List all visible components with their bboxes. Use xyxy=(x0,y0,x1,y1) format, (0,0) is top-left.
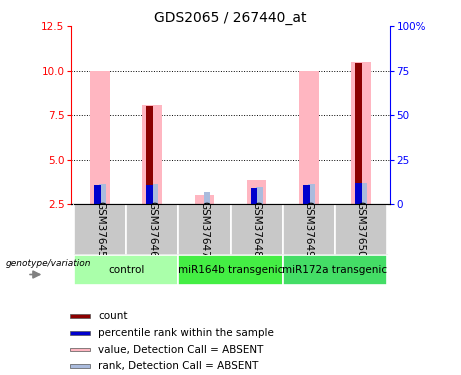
Text: GSM37647: GSM37647 xyxy=(200,201,209,258)
Bar xyxy=(70,348,90,351)
Bar xyxy=(152,184,158,204)
Bar xyxy=(70,331,90,335)
Text: GSM37645: GSM37645 xyxy=(95,201,105,258)
Text: percentile rank within the sample: percentile rank within the sample xyxy=(98,328,274,338)
Bar xyxy=(100,184,106,204)
Bar xyxy=(204,192,210,204)
Bar xyxy=(146,185,153,204)
Text: control: control xyxy=(108,265,144,275)
Bar xyxy=(360,183,367,204)
Text: GSM37646: GSM37646 xyxy=(147,201,157,258)
Bar xyxy=(355,63,361,204)
Text: miR172a transgenic: miR172a transgenic xyxy=(282,265,387,275)
Bar xyxy=(283,255,387,285)
Text: GSM37649: GSM37649 xyxy=(304,201,314,258)
Text: miR164b transgenic: miR164b transgenic xyxy=(178,265,283,275)
Bar xyxy=(308,184,315,204)
Bar xyxy=(335,204,387,255)
Bar xyxy=(351,62,371,204)
Bar xyxy=(230,204,283,255)
Bar xyxy=(283,204,335,255)
Bar xyxy=(251,188,257,204)
Bar xyxy=(146,105,153,204)
Text: GSM37650: GSM37650 xyxy=(356,201,366,258)
Title: GDS2065 / 267440_at: GDS2065 / 267440_at xyxy=(154,11,307,25)
Bar xyxy=(178,204,230,255)
Bar xyxy=(74,255,178,285)
Bar xyxy=(142,105,162,204)
Bar xyxy=(70,314,90,318)
Bar xyxy=(126,204,178,255)
Bar xyxy=(178,255,283,285)
Bar xyxy=(303,185,309,204)
Bar xyxy=(256,187,263,204)
Bar xyxy=(195,195,214,204)
Bar xyxy=(355,183,361,204)
Bar xyxy=(70,364,90,368)
Bar xyxy=(299,71,319,204)
Bar xyxy=(247,180,266,204)
Text: genotype/variation: genotype/variation xyxy=(6,259,91,268)
Text: value, Detection Call = ABSENT: value, Detection Call = ABSENT xyxy=(98,345,263,354)
Bar xyxy=(90,71,110,204)
Bar xyxy=(94,185,101,204)
Text: rank, Detection Call = ABSENT: rank, Detection Call = ABSENT xyxy=(98,361,258,371)
Text: GSM37648: GSM37648 xyxy=(252,201,261,258)
Bar xyxy=(74,204,126,255)
Text: count: count xyxy=(98,311,127,321)
